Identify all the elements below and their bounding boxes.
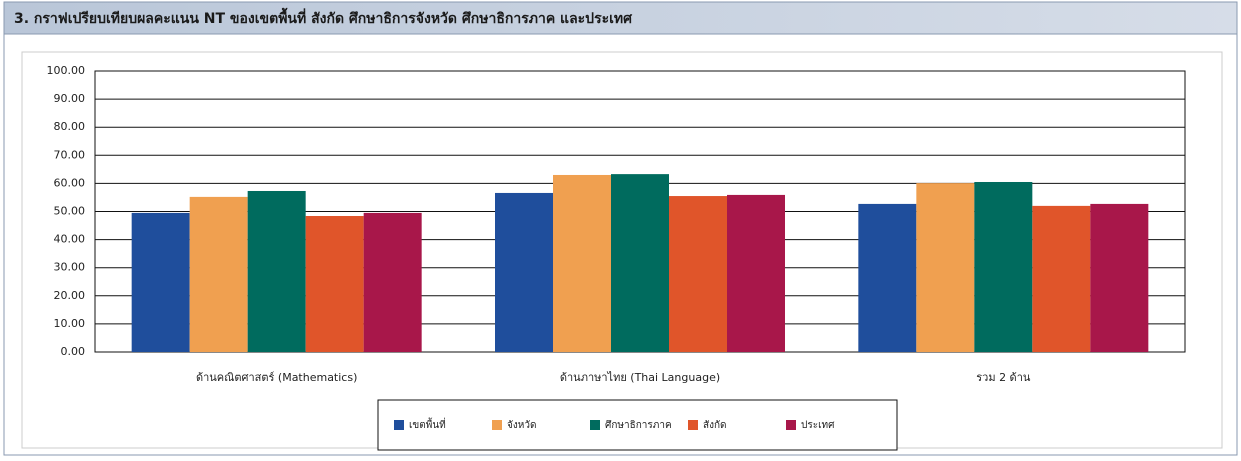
chart-title: 3. กราฟเปรียบเทียบผลคะแนน NT ของเขตพื้นท… [14,7,633,27]
bar [131,212,190,352]
y-tick-label: 60.00 [54,176,86,189]
bar [247,190,306,352]
y-tick-label: 90.00 [54,92,86,105]
header-bar [3,1,1238,35]
y-tick-label: 70.00 [54,148,86,161]
y-tick-label: 20.00 [54,289,86,302]
legend-label: ศึกษาธิการภาค [605,419,672,431]
y-tick-label: 50.00 [54,205,86,218]
legend-swatch [590,420,600,430]
bar [916,183,975,352]
bar [305,215,364,352]
legend-label: ประเทศ [801,420,835,431]
bar [189,196,248,352]
legend-swatch [492,420,502,430]
legend-label: เขตพื้นที่ [409,417,446,431]
y-tick-label: 0.00 [61,345,86,358]
bar [858,203,917,352]
bar [495,192,553,352]
x-tick-label: ด้านคณิตศาสตร์ (Mathematics) [196,371,357,384]
legend-label: จังหวัด [507,420,536,431]
y-tick-label: 80.00 [54,120,86,133]
bar [974,181,1033,352]
bar [553,174,611,352]
legend-swatch [688,420,698,430]
x-tick-label: รวม 2 ด้าน [976,371,1031,384]
legend-swatch [786,420,796,430]
y-tick-label: 40.00 [54,233,86,246]
bar [727,194,785,352]
y-tick-label: 30.00 [54,261,86,274]
bar [363,212,422,352]
x-tick-label: ด้านภาษาไทย (Thai Language) [560,371,720,384]
legend-swatch [394,420,404,430]
y-tick-label: 10.00 [54,317,86,330]
bar [611,174,669,352]
bar [1032,205,1091,352]
y-tick-label: 100.00 [47,64,86,77]
legend-box [377,399,898,451]
bar [669,196,727,352]
bar [1090,203,1149,352]
legend-label: สังกัด [703,420,727,431]
